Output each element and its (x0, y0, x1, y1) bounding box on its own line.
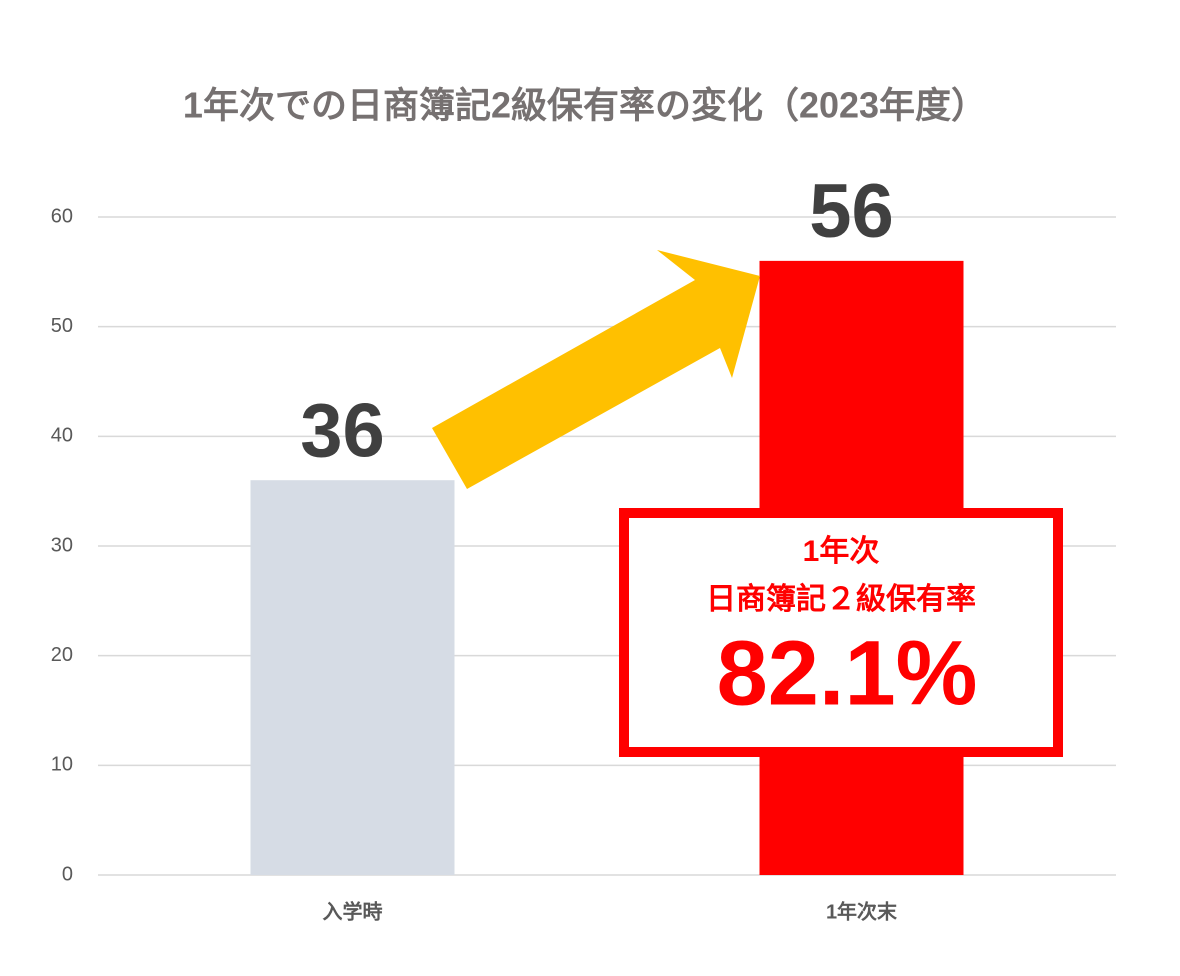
annotation-line: 日商簿記２級保有率 (706, 582, 976, 616)
data-label: 36 (300, 388, 385, 473)
y-tick-label: 20 (51, 644, 73, 666)
y-tick-label: 40 (51, 425, 73, 447)
annotation-line: 1年次 (803, 535, 880, 568)
y-tick-label: 30 (51, 534, 73, 556)
annotation-frame (619, 508, 1063, 757)
bars: 入学時 36 1年次末 56 (250, 169, 964, 923)
arrow (432, 250, 760, 489)
y-tick-label: 60 (51, 205, 73, 227)
y-tick-label: 50 (51, 315, 73, 337)
data-label: 56 (809, 169, 894, 254)
x-tick-label: 入学時 (323, 899, 383, 923)
y-tick-label: 10 (51, 754, 73, 776)
annotation-box: 1年次 日商簿記２級保有率 82.1% (619, 508, 1063, 757)
y-tick-label: 0 (62, 863, 73, 885)
annotation-highlight: 82.1% (717, 622, 978, 724)
chart-title: 1年次での日商簿記2級保有率の変化（2023年度） (183, 85, 987, 126)
x-tick-label: 1年次末 (826, 899, 898, 923)
bar (250, 480, 455, 875)
